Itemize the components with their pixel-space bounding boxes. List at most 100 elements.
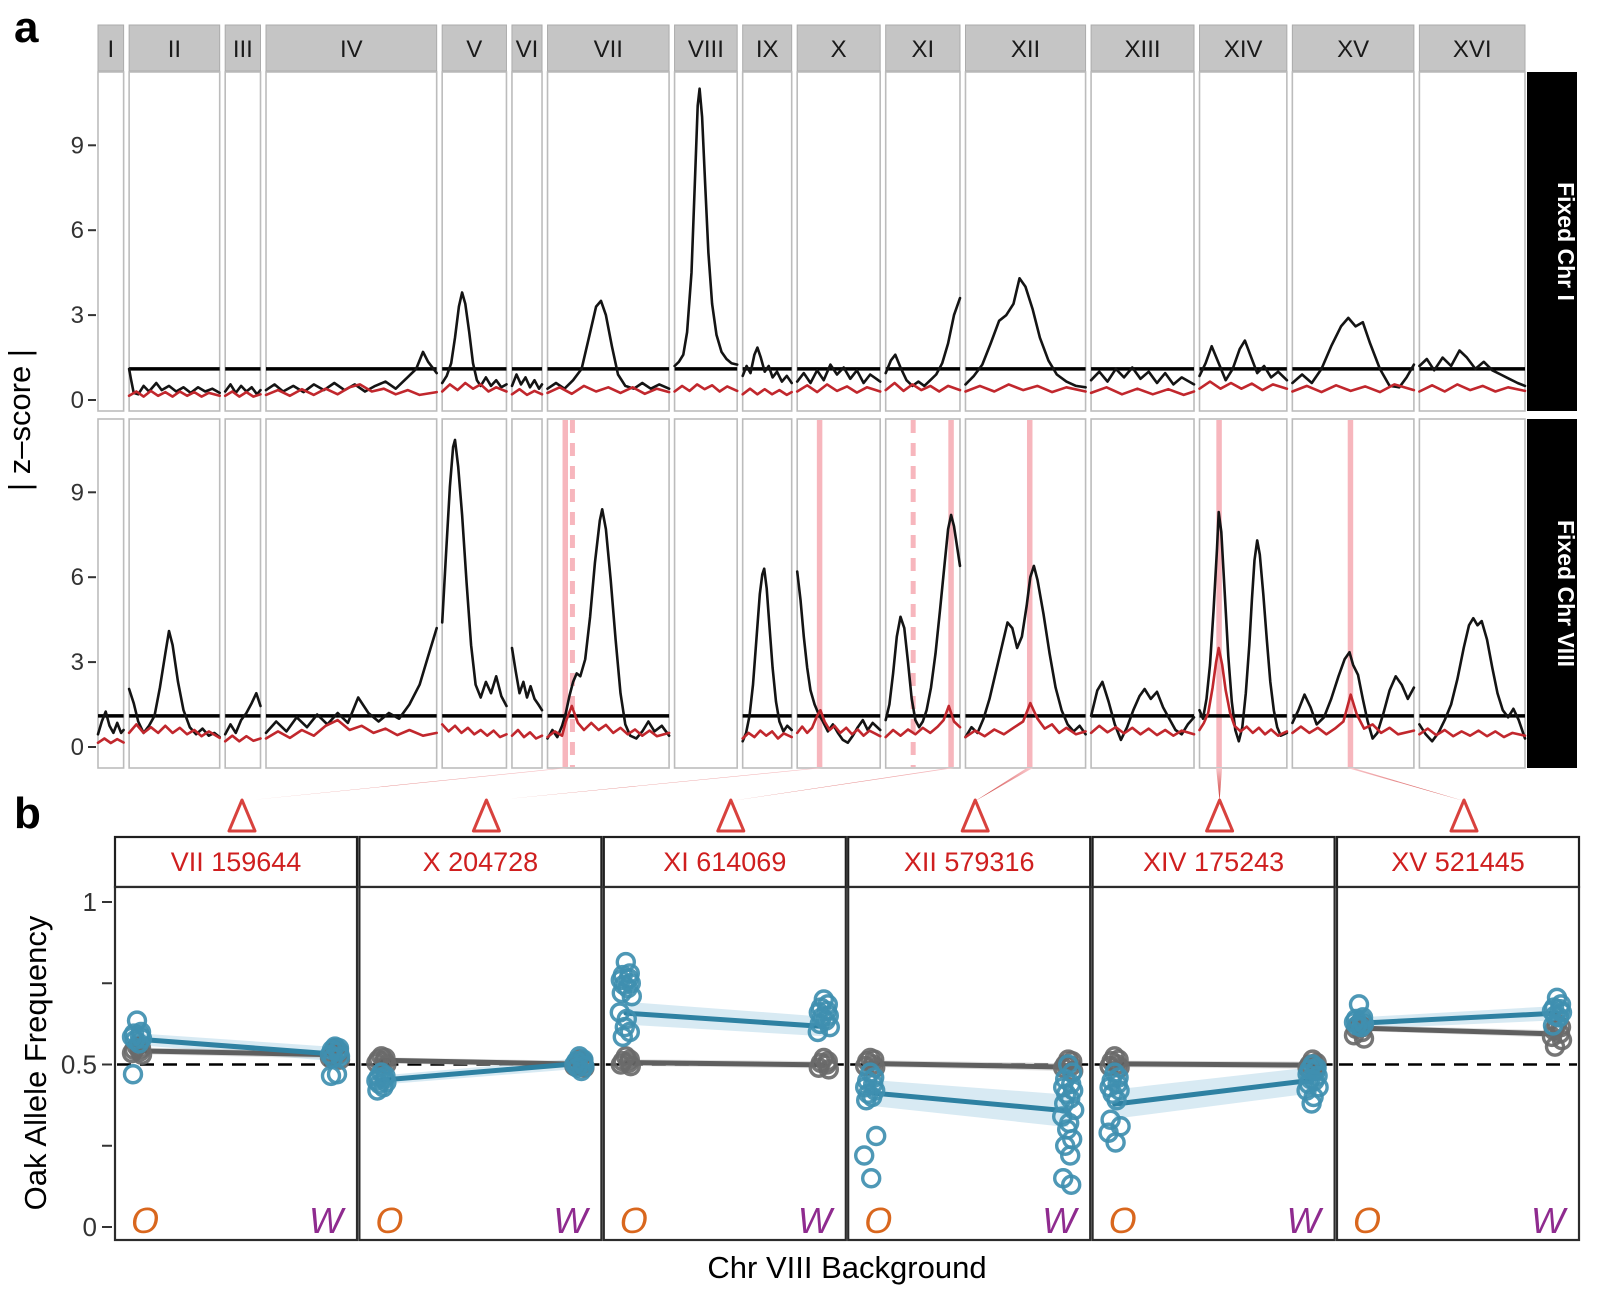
zscore-trace-black-VII [546,299,671,391]
zscore-trace-red-II [127,723,221,740]
data-point-blue [614,1016,635,1038]
data-point-blue [122,1064,144,1085]
chromosome-strip-XI [885,24,961,72]
zscore-trace-red-XII [964,701,1087,739]
zscore-trace-red-IX [741,387,794,397]
chromosome-strip-label-I: I [107,36,114,63]
zscore-trace-red-XVI [1418,383,1527,393]
zscore-trace-black-XV [1291,650,1416,740]
blue-trend-line [1112,1077,1316,1107]
zscore-trace-black-VIII [673,87,739,368]
connector-line-X [486,768,823,801]
qtl-triangle-XI [716,798,746,833]
chromosome-strip-label-VII: VII [594,36,623,63]
y-axis-tick-label: 3 [71,302,84,329]
connector-line-VII [242,768,569,801]
data-point-blue [809,1013,830,1035]
zscore-trace-black-I [96,710,125,736]
chromosome-strip-XIII [1090,24,1195,72]
facet-title-box [1335,835,1581,889]
facet-panel-fixed-chr-i-VI [511,71,543,412]
zscore-trace-red-XI [884,381,962,393]
chromosome-strip-label-III: III [233,36,253,63]
panel-a-label: a [14,3,39,52]
facet-title-XI-614069: XI 614069 [663,847,786,877]
zscore-trace-red-VII [546,704,671,739]
panel-b-y-axis-title: Oak Allele Frequency [18,915,53,1210]
gray-trend-line [1356,1025,1560,1037]
zscore-trace-black-V [440,438,508,708]
facet-panel-fixed-chr-viii-V [441,418,508,769]
facet-panel-fixed-chr-i-VIII [673,71,738,412]
data-point-blue [1106,1090,1127,1111]
facet-panel-fixed-chr-viii-XIII [1090,418,1195,769]
allele-frequency-facet-0: VII 159644 O W [113,835,359,1242]
data-point-blue [1301,1093,1322,1114]
zscore-trace-red-XVI [1418,727,1527,739]
blue-trend-line [867,1090,1071,1114]
blue-trend-line [1356,1010,1560,1026]
data-point-gray [1544,1036,1566,1057]
chromosome-strip-I [97,24,125,72]
chromosome-strip-label-XII: XII [1011,36,1040,63]
zscore-trace-black-VI [510,373,544,391]
qtl-triangle-XII [960,798,990,833]
qtl-connectors [227,768,1479,833]
gray-trend-line [1112,1061,1316,1068]
zscore-trace-black-IX [741,346,794,385]
zscore-trace-black-III [223,383,262,396]
zscore-trace-red-XV [1291,693,1416,736]
qtl-triangle-XIV [1205,798,1235,833]
facet-title-box [113,835,359,889]
b-y-tick-label: 0.5 [61,1050,97,1080]
chromosome-strip-XV [1291,24,1415,72]
chromosome-strip-XVI [1418,24,1526,72]
zscore-trace-red-IX [741,729,794,740]
zscore-trace-black-IX [741,567,794,743]
blue-trend-line [134,1036,338,1057]
facet-title-box [358,835,603,889]
data-point-gray [818,1059,839,1080]
zscore-trace-red-XIII [1089,385,1196,397]
facet-panel-fixed-chr-i-X [796,71,881,412]
data-point-blue [861,1168,882,1189]
facet-title-XIV-175243: XIV 175243 [1143,847,1284,877]
zscore-trace-black-V [440,291,508,389]
zscore-trace-black-XIII [1089,680,1196,742]
data-point-gray [1541,1026,1563,1048]
chromosome-strip-label-XV: XV [1337,36,1369,63]
zscore-trace-red-I [96,737,125,745]
connector-line-XV [1347,768,1464,801]
category-label-wine: W [1531,1200,1568,1241]
zscore-trace-red-II [127,389,221,398]
data-point-blue [854,1145,875,1166]
category-label-wine: W [798,1200,835,1241]
facet-panel-fixed-chr-viii-I [97,418,125,769]
zscore-trace-black-IV [264,350,439,394]
zscore-trace-black-III [223,691,262,736]
facet-title-box [1091,835,1336,889]
zscore-trace-black-XIII [1089,366,1196,386]
facet-panel-fixed-chr-i-II [128,71,221,412]
facet-panel-fixed-chr-i-XVI [1418,71,1526,412]
y-axis-tick-label: 9 [71,479,84,506]
chromosome-strip-III [224,24,262,72]
category-label-wine: W [309,1200,346,1241]
connector-line-XIV [1216,768,1223,801]
blue-trend-line [378,1061,582,1083]
panel-b-label: b [14,789,41,838]
chromosome-strip-label-VIII: VIII [688,36,724,63]
zscore-trace-black-XI [884,513,962,729]
zscore-trace-black-VI [510,646,544,712]
chromosome-strip-VIII [674,24,738,72]
chromosome-strip-II [128,24,221,72]
y-axis-tick-label: 6 [71,564,84,591]
gray-trend-line [378,1057,582,1067]
zscore-trace-black-X [795,570,882,745]
zscore-trace-red-X [795,708,882,738]
facet-strip-label-fixed-chr-viii: Fixed Chr VIII [1553,520,1579,667]
facet-strip-fixed-chr-i [1527,72,1577,411]
zscore-trace-black-IV [264,626,439,735]
category-label-wine: W [1287,1200,1324,1241]
